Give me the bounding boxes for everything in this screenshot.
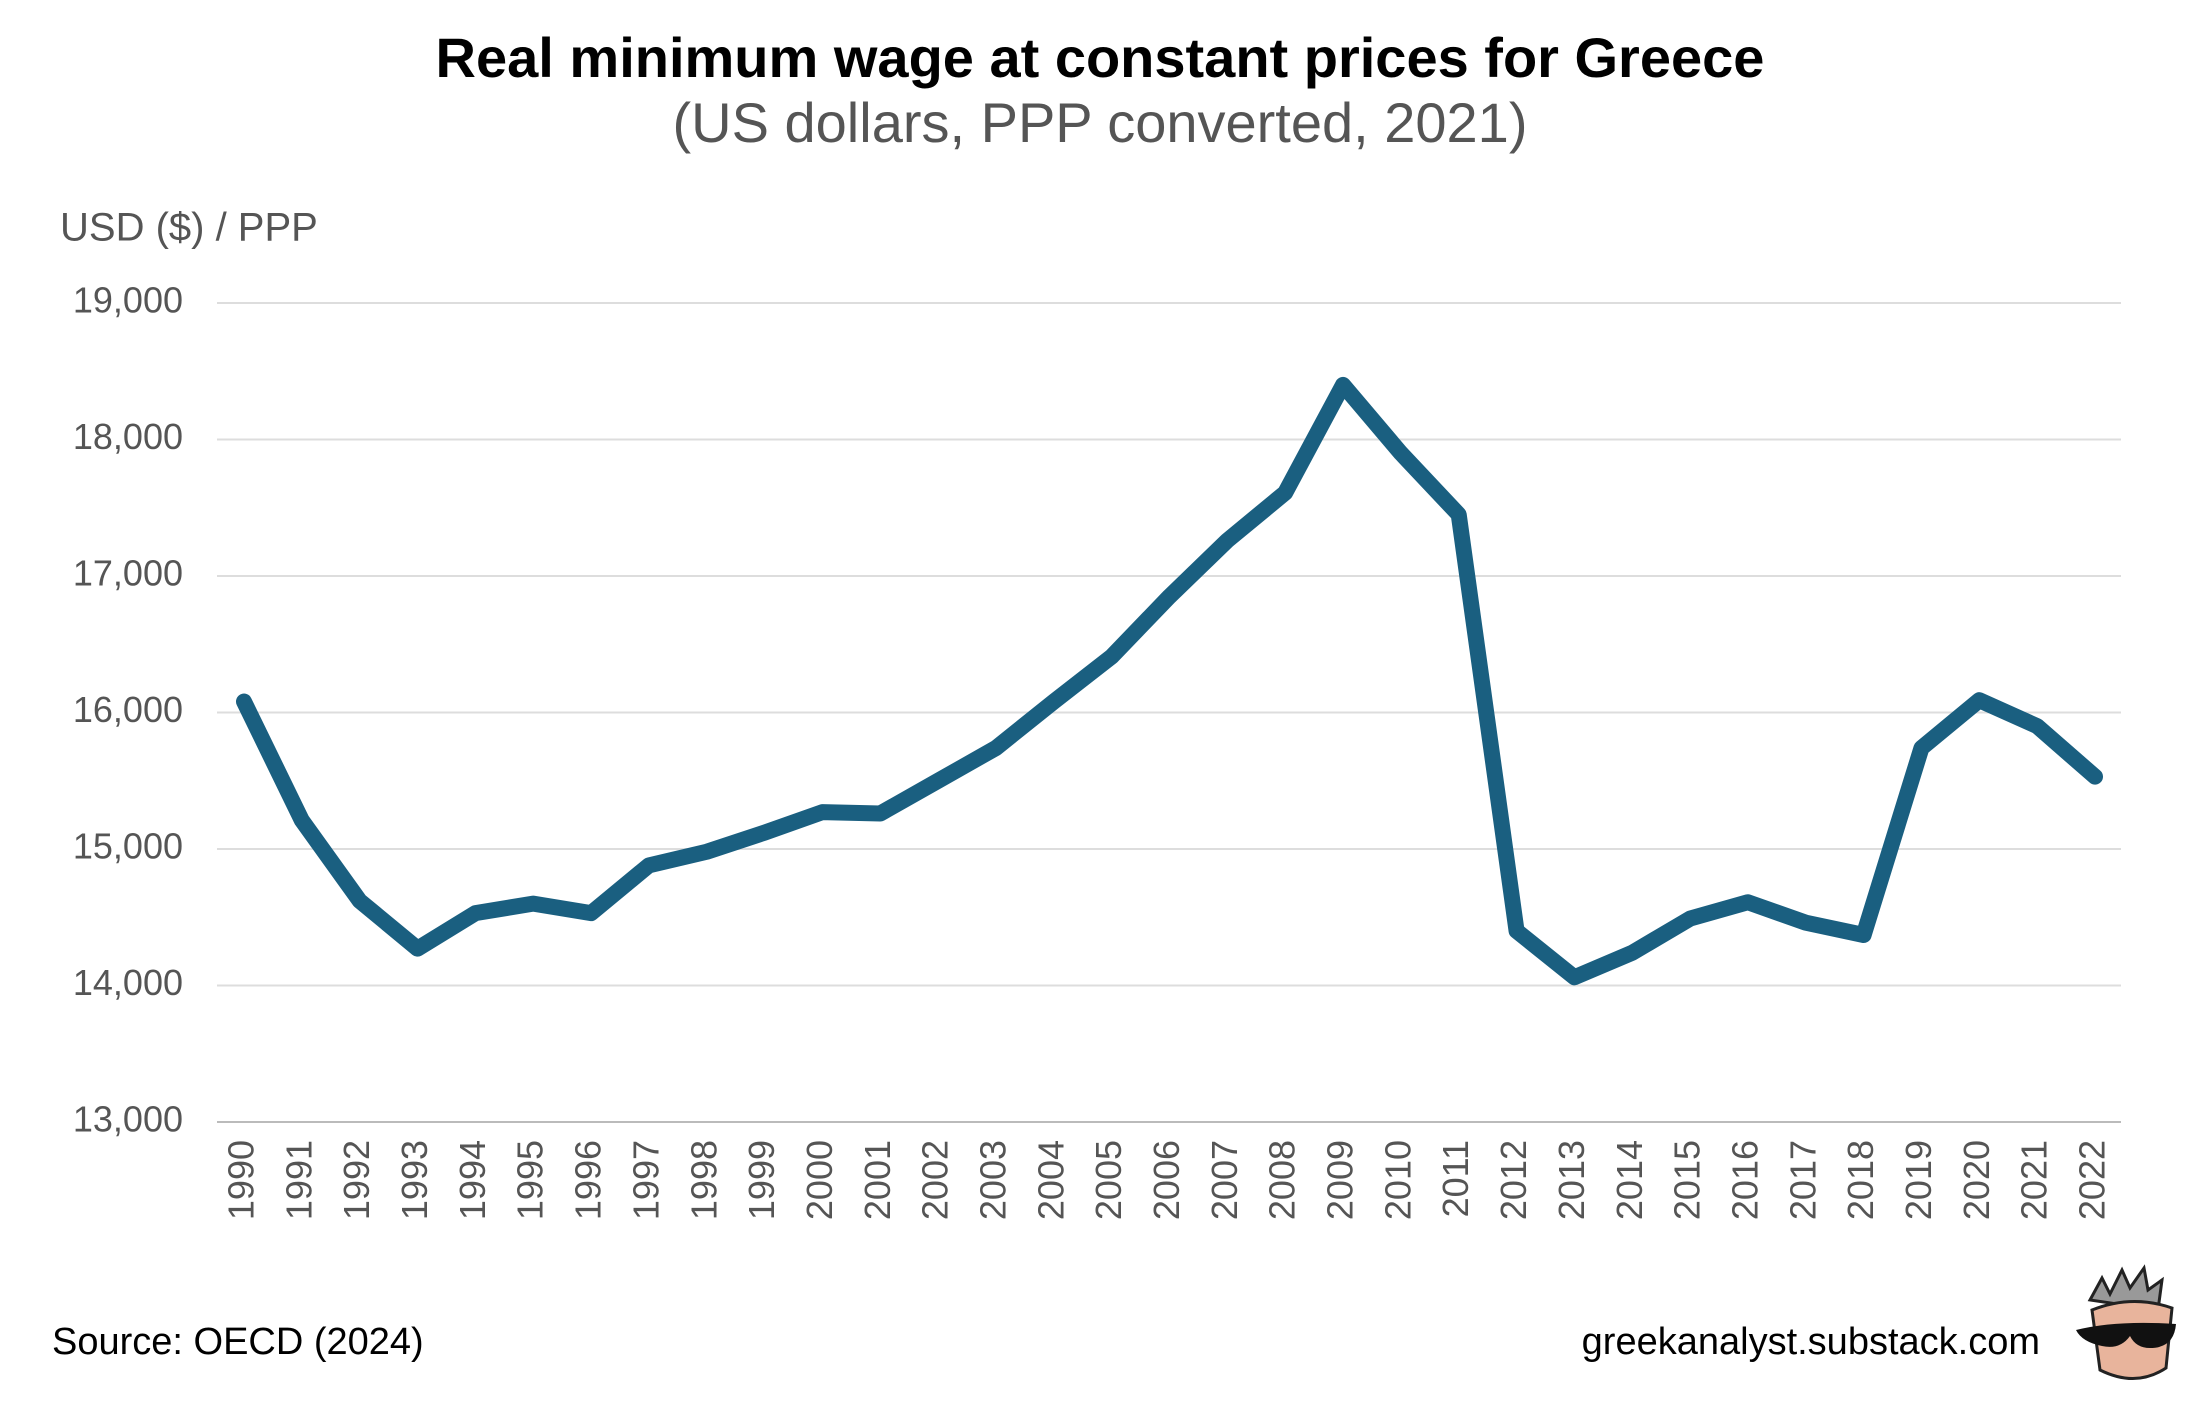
x-tick-label: 2008	[1262, 1140, 1303, 1220]
x-tick-label: 2018	[1840, 1140, 1881, 1220]
x-tick-label: 2003	[972, 1140, 1013, 1220]
x-tick-label: 2000	[799, 1140, 840, 1220]
x-tick-label: 2002	[915, 1140, 956, 1220]
y-tick-label: 16,000	[73, 689, 183, 730]
x-tick-label: 2021	[2014, 1140, 2055, 1220]
x-tick-label: 2005	[1088, 1140, 1129, 1220]
y-tick-label: 17,000	[73, 553, 183, 594]
y-axis-label: USD ($) / PPP	[60, 206, 318, 250]
y-tick-label: 15,000	[73, 826, 183, 867]
y-tick-label: 19,000	[73, 280, 183, 321]
x-tick-label: 2019	[1898, 1140, 1939, 1220]
x-tick-label: 1990	[221, 1140, 262, 1220]
x-tick-label: 2012	[1493, 1140, 1534, 1220]
x-tick-label: 1998	[683, 1140, 724, 1220]
x-tick-label: 2017	[1782, 1140, 1823, 1220]
x-tick-label: 2016	[1724, 1140, 1765, 1220]
x-tick-label: 1996	[568, 1140, 609, 1220]
x-tick-label: 1994	[452, 1140, 493, 1220]
x-tick-label: 2010	[1377, 1140, 1418, 1220]
chart-subtitle: (US dollars, PPP converted, 2021)	[673, 91, 1528, 154]
x-tick-label: 2001	[857, 1140, 898, 1220]
x-tick-label: 2007	[1204, 1140, 1245, 1220]
logo	[2076, 1264, 2176, 1380]
data-line	[236, 376, 2103, 986]
chart-title: Real minimum wage at constant prices for…	[436, 26, 1765, 89]
credit: greekanalyst.substack.com	[1582, 1321, 2040, 1363]
x-tick-label: 1993	[394, 1140, 435, 1220]
x-tick-label: 2009	[1320, 1140, 1361, 1220]
x-tick-label: 1992	[336, 1140, 377, 1220]
y-tick-label: 13,000	[73, 1099, 183, 1140]
x-tick-label: 2011	[1435, 1140, 1476, 1217]
x-tick-label: 2004	[1030, 1140, 1071, 1220]
x-tick-label: 2013	[1551, 1140, 1592, 1220]
x-tick-label: 1999	[741, 1140, 782, 1220]
x-tick-label: 1995	[510, 1140, 551, 1220]
x-tick-label: 2014	[1609, 1140, 1650, 1220]
x-tick-label: 2006	[1146, 1140, 1187, 1220]
y-tick-label: 14,000	[73, 962, 183, 1003]
source: Source: OECD (2024)	[52, 1321, 424, 1363]
y-tick-label: 18,000	[73, 416, 183, 457]
x-tick-label: 2020	[1956, 1140, 1997, 1220]
x-tick-label: 2015	[1667, 1140, 1708, 1220]
x-tick-label: 2022	[2072, 1140, 2113, 1220]
x-tick-label: 1991	[278, 1140, 319, 1220]
x-tick-label: 1997	[625, 1140, 666, 1220]
